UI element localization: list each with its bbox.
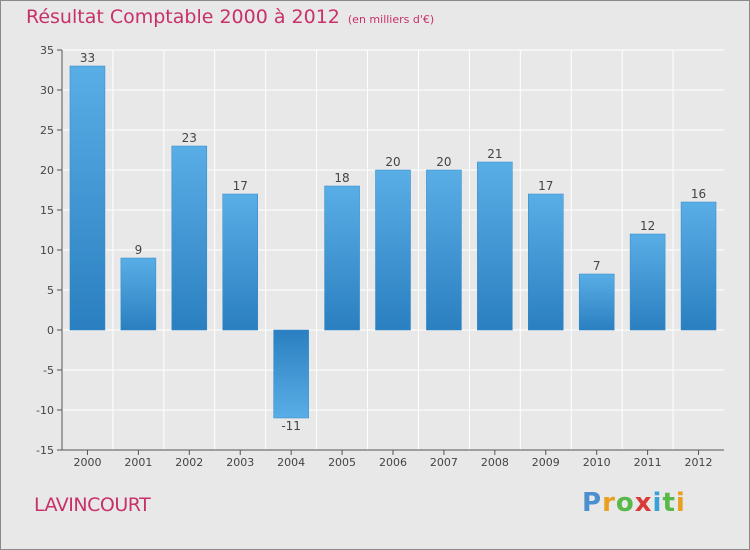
y-tick-label: -10 xyxy=(36,404,54,417)
bar-2006 xyxy=(375,169,411,331)
logo-letter: o xyxy=(615,488,635,518)
logo-letter: t xyxy=(662,488,676,518)
data-label-2004: -11 xyxy=(281,419,301,433)
bar-2001 xyxy=(120,257,157,331)
bar-2003 xyxy=(222,193,258,331)
y-tick-label: 10 xyxy=(40,244,54,257)
x-tick-label: 2012 xyxy=(685,456,713,469)
data-label-2011: 12 xyxy=(640,219,655,233)
data-label-2007: 20 xyxy=(436,155,451,169)
x-tick-label: 2007 xyxy=(430,456,458,469)
x-tick-label: 2006 xyxy=(379,456,407,469)
logo-letter: P xyxy=(582,488,603,518)
data-label-2005: 18 xyxy=(334,171,349,185)
x-tick-label: 2002 xyxy=(175,456,203,469)
bar-2000 xyxy=(69,65,106,331)
x-tick-label: 2004 xyxy=(277,456,305,469)
logo-letter: x xyxy=(634,488,653,518)
y-tick-label: 5 xyxy=(47,284,54,297)
x-tick-label: 2009 xyxy=(532,456,560,469)
x-tick-label: 2005 xyxy=(328,456,356,469)
x-tick-label: 2010 xyxy=(583,456,611,469)
data-label-2008: 21 xyxy=(487,147,502,161)
logo-letter: i xyxy=(675,488,686,518)
y-tick-label: 30 xyxy=(40,84,54,97)
x-tick-label: 2000 xyxy=(73,456,101,469)
chart-title: Résultat Comptable 2000 à 2012 xyxy=(26,6,340,28)
x-tick-label: 2003 xyxy=(226,456,254,469)
logo-letter: i xyxy=(652,488,663,518)
bar-2008 xyxy=(477,161,513,331)
axes: -15 -10 -5 0 5 10 15 20 25 30 35 2000 2001 2002 2003 20… xyxy=(36,44,724,469)
bar-2002 xyxy=(171,145,208,331)
bar-2005 xyxy=(324,185,360,331)
data-label-2001: 9 xyxy=(135,243,143,257)
data-label-2003: 17 xyxy=(233,179,248,193)
bar-2011 xyxy=(629,233,666,331)
bar-2004 xyxy=(273,329,309,419)
data-label-2010: 7 xyxy=(593,259,601,273)
y-tick-label: 25 xyxy=(40,124,54,137)
bar-2010 xyxy=(578,273,615,331)
proxiti-logo[interactable]: Proxiti xyxy=(582,488,686,518)
y-tick-label: 20 xyxy=(40,164,54,177)
data-label-2009: 17 xyxy=(538,179,553,193)
town-name: LAVINCOURT xyxy=(34,494,151,516)
data-labels: 33 9 23 17 -11 18 20 20 21 17 7 12 16 xyxy=(80,51,706,433)
x-tick-label: 2011 xyxy=(634,456,662,469)
y-tick-label: -15 xyxy=(36,444,54,457)
chart-title-block: Résultat Comptable 2000 à 2012 (en millie… xyxy=(26,6,434,28)
data-label-2012: 16 xyxy=(691,187,706,201)
y-tick-label: 0 xyxy=(47,324,54,337)
data-label-2000: 33 xyxy=(80,51,95,65)
y-tick-label: 15 xyxy=(40,204,54,217)
logo-letter: r xyxy=(602,488,616,518)
bar-2007 xyxy=(426,169,462,331)
data-label-2002: 23 xyxy=(182,131,197,145)
bars xyxy=(69,65,717,419)
y-tick-label: -5 xyxy=(43,364,54,377)
chart-subtitle: (en milliers d'€) xyxy=(347,13,435,26)
x-tick-label: 2001 xyxy=(124,456,152,469)
data-label-2006: 20 xyxy=(385,155,400,169)
x-tick-label: 2008 xyxy=(481,456,509,469)
y-tick-label: 35 xyxy=(40,44,54,57)
bar-2012 xyxy=(680,201,717,331)
bar-2009 xyxy=(528,193,564,331)
